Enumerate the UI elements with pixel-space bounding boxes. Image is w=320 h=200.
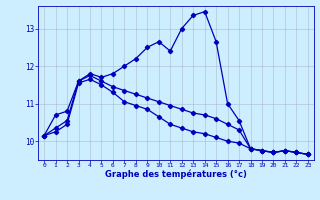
X-axis label: Graphe des températures (°c): Graphe des températures (°c) [105, 170, 247, 179]
